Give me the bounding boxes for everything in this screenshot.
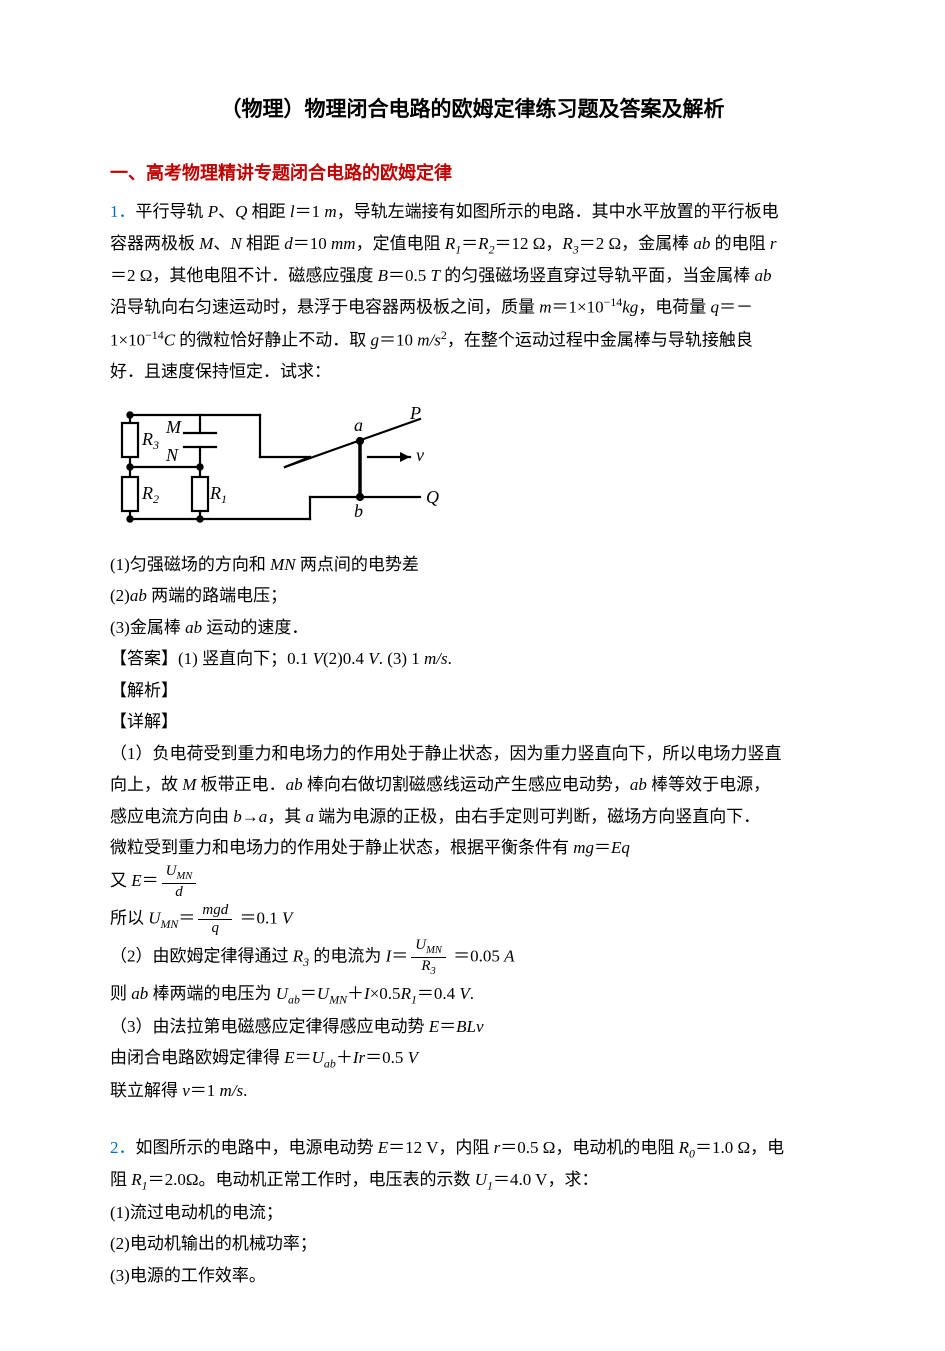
- q2-number: 2．: [110, 1138, 136, 1157]
- q1-line6: 好．且速度保持恒定．试求：: [110, 356, 835, 387]
- q1-line1: 1．平行导轨 P、Q 相距 l＝1 m，导轨左端接有如图所示的电路．其中水平放置…: [110, 196, 835, 227]
- q1-d8: 由闭合电路欧姆定律得 E＝Uab＋Ir＝0.5 V: [110, 1042, 835, 1074]
- page-title: （物理）物理闭合电路的欧姆定律练习题及答案及解析: [110, 90, 835, 129]
- label-b: b: [354, 501, 363, 521]
- q1-sub3: (3)金属棒 ab 运动的速度．: [110, 612, 835, 643]
- q1-number: 1．: [110, 202, 136, 221]
- q2-block: 2．如图所示的电路中，电源电动势 E＝12 V，内阻 r＝0.5 Ω，电动机的电…: [110, 1132, 835, 1291]
- q1-d9: 联立解得 v＝1 m/s.: [110, 1075, 835, 1106]
- q1-line3: ＝2 Ω，其他电阻不计．磁感应强度 B＝0.5 T 的匀强磁场竖直穿过导轨平面，…: [110, 260, 835, 291]
- q1-f1: 又 E＝UMNd: [110, 863, 835, 901]
- q1-d2: 向上，故 M 板带正电．ab 棒向右做切割磁感线运动产生感应电动势，ab 棒等效…: [110, 769, 835, 800]
- q2-sub2: (2)电动机输出的机械功率；: [110, 1228, 835, 1259]
- q1-f2: 所以 UMN＝mgdq ＝0.1 V: [110, 902, 835, 938]
- section-heading: 一、高考物理精讲专题闭合电路的欧姆定律: [110, 157, 835, 190]
- q2-line1: 2．如图所示的电路中，电源电动势 E＝12 V，内阻 r＝0.5 Ω，电动机的电…: [110, 1132, 835, 1164]
- q1-d1: （1）负电荷受到重力和电场力的作用处于静止状态，因为重力竖直向下，所以电场力竖直: [110, 738, 835, 769]
- label-v: v: [416, 445, 424, 465]
- label-R3: R3: [141, 429, 159, 452]
- q1-line4: 沿导轨向右匀速运动时，悬浮于电容器两极板之间，质量 m＝1×10−14kg，电荷…: [110, 291, 835, 323]
- q1-d3: 感应电流方向由 b→a，其 a 端为电源的正极，由右手定则可判断，磁场方向竖直向…: [110, 801, 835, 832]
- q1-d5: （2）由欧姆定律得通过 R3 的电流为 I＝UMNR3 ＝0.05 A: [110, 937, 835, 978]
- label-N: N: [165, 445, 179, 465]
- q1-d7: （3）由法拉第电磁感应定律得感应电动势 E＝BLv: [110, 1011, 835, 1042]
- label-M: M: [165, 417, 182, 437]
- q1-sub1: (1)匀强磁场的方向和 MN 两点间的电势差: [110, 549, 835, 580]
- label-a: a: [354, 415, 363, 435]
- q1-d6: 则 ab 棒两端的电压为 Uab＝UMN＋I×0.5R1＝0.4 V.: [110, 978, 835, 1010]
- q1-answer: 【答案】(1) 竖直向下；0.1 V(2)0.4 V. (3) 1 m/s.: [110, 643, 835, 674]
- q2-sub3: (3)电源的工作效率。: [110, 1260, 835, 1291]
- q2-line2: 阻 R1＝2.0Ω。电动机正常工作时，电压表的示数 U1＝4.0 V，求：: [110, 1164, 835, 1196]
- label-R2: R2: [141, 483, 159, 506]
- label-Q: Q: [426, 487, 439, 507]
- q1-line2: 容器两极板 M、N 相距 d＝10 mm，定值电阻 R1＝R2＝12 Ω，R3＝…: [110, 228, 835, 260]
- q2-sub1: (1)流过电动机的电流；: [110, 1197, 835, 1228]
- q1-sub2: (2)ab 两端的路端电压；: [110, 580, 835, 611]
- q1-line5: 1×10−14C 的微粒恰好静止不动．取 g＝10 m/s2，在整个运动过程中金…: [110, 324, 835, 356]
- q1-jiexi: 【解析】: [110, 675, 835, 706]
- q1-d4: 微粒受到重力和电场力的作用处于静止状态，根据平衡条件有 mg＝Eq: [110, 832, 835, 863]
- q1-xiangjie: 【详解】: [110, 706, 835, 737]
- label-P: P: [409, 403, 421, 423]
- label-R1: R1: [209, 483, 227, 506]
- circuit-diagram: R3 R2 R1 M N a b P Q v: [110, 397, 835, 537]
